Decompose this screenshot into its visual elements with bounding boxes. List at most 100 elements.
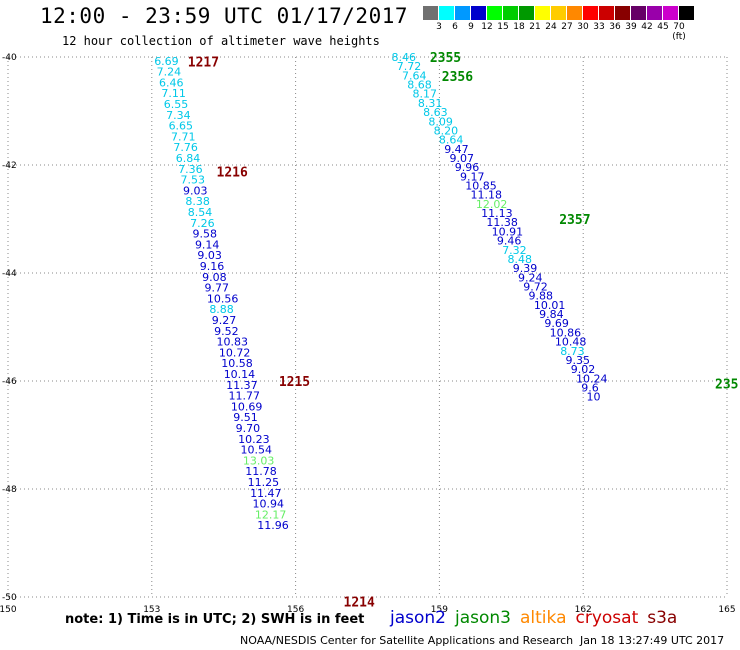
map-grid bbox=[7, 56, 728, 598]
colorbar-swatch bbox=[679, 6, 695, 20]
swh-label: 6.46 bbox=[159, 76, 184, 89]
swh-label: 9.6 bbox=[581, 381, 599, 394]
colorbar-label: 30 bbox=[577, 22, 589, 32]
swh-label: 7.64 bbox=[402, 69, 427, 82]
swh-label: 9.03 bbox=[197, 249, 222, 262]
colorbar-label: 36 bbox=[609, 22, 621, 32]
swh-label: 7.11 bbox=[161, 87, 186, 100]
swh-label: 8.64 bbox=[439, 134, 464, 147]
swh-label: 8.31 bbox=[418, 97, 443, 110]
colorbar-label: 45 bbox=[657, 22, 669, 32]
swh-label: 9.03 bbox=[183, 184, 208, 197]
swh-label: 12.02 bbox=[476, 198, 508, 211]
colorbar-swatch bbox=[663, 6, 679, 20]
swh-label: 8.48 bbox=[507, 253, 532, 266]
swh-label: 10.14 bbox=[224, 368, 256, 381]
colorbar-swatch bbox=[551, 6, 567, 20]
pass-time-labels: 1217 1216 1215 1214 2355 2356 2357 235 bbox=[188, 51, 739, 610]
swh-label: 10.85 bbox=[465, 180, 497, 193]
swh-label: 9.58 bbox=[193, 228, 218, 241]
swh-label: 9.07 bbox=[449, 152, 474, 165]
pass-time-label: 2357 bbox=[559, 213, 590, 228]
swh-label: 6.55 bbox=[164, 98, 189, 111]
swh-label: 11.13 bbox=[481, 207, 513, 220]
y-tick-label: -40 bbox=[2, 53, 17, 63]
legend-jason2: jason2 bbox=[390, 608, 446, 628]
swh-label: 9.35 bbox=[565, 354, 590, 367]
swh-label: 10.94 bbox=[252, 498, 284, 511]
swh-label: 9.47 bbox=[444, 143, 469, 156]
swh-label: 8.54 bbox=[188, 206, 213, 219]
colorbar-label: 39 bbox=[625, 22, 637, 32]
colorbar-label: 70 (ft) bbox=[672, 22, 686, 42]
colorbar-swatch bbox=[599, 6, 615, 20]
swh-label: 9.96 bbox=[455, 161, 480, 174]
swh-label: 13.03 bbox=[243, 454, 275, 467]
pass-time-label: 1214 bbox=[344, 595, 375, 610]
colorbar-swatch bbox=[503, 6, 519, 20]
colorbar-swatch bbox=[535, 6, 551, 20]
colorbar-swatch bbox=[487, 6, 503, 20]
swh-label: 9.77 bbox=[205, 282, 230, 295]
swh-label: 9.46 bbox=[497, 235, 522, 248]
swh-label: 10.24 bbox=[576, 372, 608, 385]
colorbar-swatch bbox=[583, 6, 599, 20]
y-tick-label: -50 bbox=[2, 593, 17, 603]
swh-label: 9.84 bbox=[539, 308, 564, 321]
x-tick-label: 150 bbox=[0, 605, 17, 615]
swh-label: 11.25 bbox=[248, 476, 280, 489]
colorbar-label: 27 bbox=[561, 22, 573, 32]
swh-label: 9.16 bbox=[200, 260, 225, 273]
swh-label: 8.17 bbox=[413, 88, 438, 101]
swh-label: 10.54 bbox=[240, 444, 272, 457]
swh-label: 8.46 bbox=[391, 51, 416, 64]
colorbar-label: 21 bbox=[529, 22, 541, 32]
swh-label: 9.17 bbox=[460, 170, 485, 183]
colorbar-swatch bbox=[471, 6, 487, 20]
swh-label: 10 bbox=[587, 391, 601, 404]
colorbar-swatch bbox=[631, 6, 647, 20]
swh-label: 6.65 bbox=[169, 120, 194, 133]
swh-label: 10.01 bbox=[534, 299, 566, 312]
credit-timestamp: Jan 18 13:27:49 UTC 2017 bbox=[580, 634, 725, 647]
pass-time-label: 2356 bbox=[442, 70, 473, 85]
x-tick-label: 153 bbox=[143, 605, 160, 615]
swh-label: 8.63 bbox=[423, 106, 448, 119]
colorbar-label: 3 bbox=[436, 22, 442, 32]
colorbar-swatch bbox=[423, 6, 439, 20]
map-title: 12:00 - 23:59 UTC 01/17/2017 bbox=[40, 4, 409, 28]
colorbar-label: 6 bbox=[452, 22, 458, 32]
swh-colorbar bbox=[423, 6, 695, 20]
swh-label: 11.38 bbox=[486, 216, 517, 229]
swh-label: 9.69 bbox=[544, 317, 569, 330]
swh-label: 9.27 bbox=[212, 314, 237, 327]
units-note: note: 1) Time is in UTC; 2) SWH is in fe… bbox=[65, 612, 365, 627]
swh-label: 7.76 bbox=[173, 141, 198, 154]
colorbar-swatch bbox=[567, 6, 583, 20]
swh-label: 10.58 bbox=[221, 357, 253, 370]
colorbar-label: 24 bbox=[545, 22, 557, 32]
swh-label: 7.24 bbox=[157, 66, 182, 79]
x-tick-label: 162 bbox=[575, 605, 592, 615]
legend-altika: altika bbox=[520, 608, 567, 628]
swh-label: 7.36 bbox=[178, 163, 203, 176]
y-tick-label: -44 bbox=[2, 269, 17, 279]
swh-label: 6.69 bbox=[154, 55, 179, 68]
swh-label: 7.32 bbox=[502, 244, 526, 257]
colorbar-label: 9 bbox=[468, 22, 474, 32]
swh-label: 9.08 bbox=[202, 271, 227, 284]
colorbar-swatch bbox=[615, 6, 631, 20]
pass-time-label: 1217 bbox=[188, 55, 219, 70]
swh-label: 7.71 bbox=[171, 130, 196, 143]
axis-ticks: 150 153 156 159 162 165 -40 -42 -44 -46 -48 -50 bbox=[0, 53, 736, 615]
colorbar-label: 12 bbox=[481, 22, 493, 32]
colorbar-label: 33 bbox=[593, 22, 605, 32]
colorbar-swatch bbox=[455, 6, 471, 20]
colorbar-swatch bbox=[519, 6, 535, 20]
swh-label: 9.14 bbox=[195, 238, 220, 251]
swh-label: 11.18 bbox=[471, 189, 503, 202]
y-tick-label: -46 bbox=[2, 377, 17, 387]
swh-label: 7.72 bbox=[397, 60, 422, 73]
legend-s3a: s3a bbox=[647, 608, 678, 628]
